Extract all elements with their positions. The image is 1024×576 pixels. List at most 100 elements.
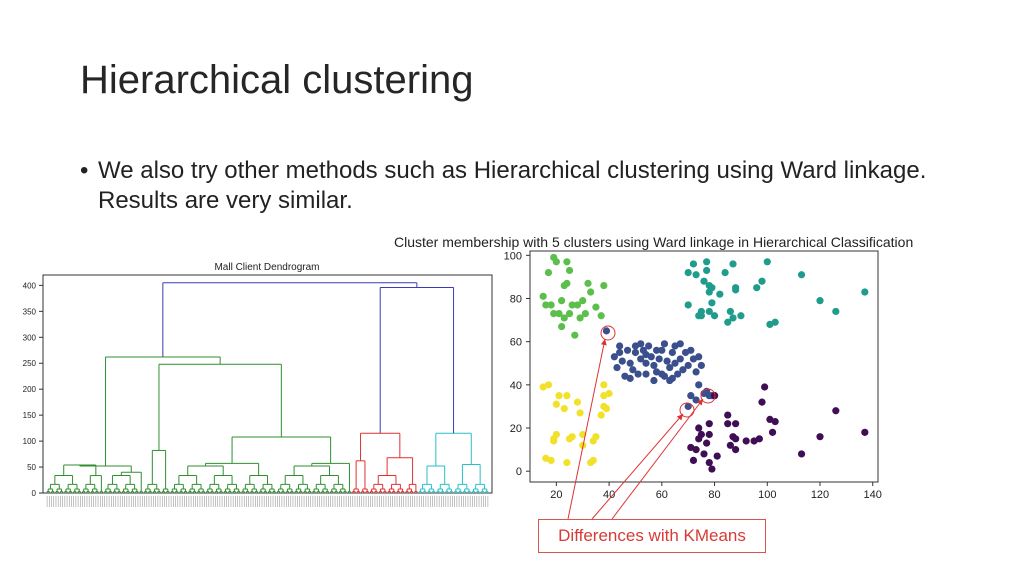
scatter-point [610,353,618,361]
scatter-point [642,370,650,378]
scatter-point [550,310,558,318]
scatter-point [750,437,758,445]
scatter-point [555,392,563,400]
y-tick-label: 300 [23,333,37,342]
scatter-point [587,288,595,296]
scatter-point [584,279,592,287]
scatter-point [861,288,869,296]
scatter-point [560,404,568,413]
scatter-point [724,411,732,419]
scatter-point [642,359,650,367]
scatter-point [663,357,671,365]
scatter-point [605,389,613,398]
dendrogram-title: Mall Client Dendrogram [214,262,319,273]
scatter-point [695,424,703,432]
scatter-point [642,351,650,359]
scatter-point [721,268,729,277]
scatter-point [687,346,695,354]
scatter-point [629,366,637,374]
scatter-point [713,452,721,460]
scatter-point [732,435,740,443]
scatter-point [547,456,555,465]
x-tick-label: 20 [550,489,562,501]
scatter-point [684,402,692,411]
scatter-point [710,312,719,320]
scatter-point [565,266,574,275]
scatter-point [552,258,560,266]
scatter-plot-area [529,250,879,483]
scatter-point [660,372,669,380]
scatter-point [797,271,806,279]
scatter-point [634,370,642,378]
scatter-point [565,310,574,318]
scatter-point [645,342,653,350]
scatter-point [679,366,687,374]
scatter-point [558,297,566,305]
y-tick-label: 0 [516,466,522,478]
scatter-point [573,398,582,406]
x-tick-label: 100 [758,489,776,501]
scatter-point [832,307,840,316]
scatter-point [816,297,824,305]
scatter-point [861,428,869,436]
scatter-point [761,383,769,391]
scatter-point [613,363,621,372]
scatter-point [768,428,777,436]
scatter-point [732,286,740,294]
scatter-chart: Cluster membership with 5 clusters using… [394,234,913,501]
scatter-point [832,407,840,415]
arrow-line [591,413,684,520]
scatter-point [600,381,608,389]
scatter-title: Cluster membership with 5 clusters using… [394,234,913,250]
scatter-point [655,355,663,363]
callout-box: Differences with KMeans [538,519,766,553]
y-tick-label: 0 [32,489,37,498]
scatter-point [732,420,740,428]
y-tick-label: 200 [23,385,37,394]
scatter-point [650,376,658,385]
scatter-point [626,374,634,382]
scatter-point [623,346,632,354]
scatter-point [705,430,713,439]
arrow-line [611,398,704,520]
scatter-point [705,307,713,316]
scatter-point [797,450,806,458]
highlight-circle [700,388,716,404]
y-tick-label: 350 [23,307,37,316]
scatter-point [816,433,824,441]
scatter-point [703,266,711,275]
scatter-point [697,361,705,370]
scatter-point [716,290,724,298]
scatter-point [592,433,600,441]
scatter-point [616,348,624,357]
scatter-point [697,430,705,439]
x-tick-label: 120 [811,489,829,501]
scatter-point [600,281,608,290]
x-tick-label: 60 [656,489,668,501]
scatter-point [600,402,608,411]
scatter-point [597,312,605,320]
x-tick-label: 140 [864,489,882,501]
scatter-point [573,301,582,309]
scatter-point [771,318,779,326]
scatter-point [576,314,584,322]
scatter-point [552,400,560,408]
scatter-point [563,392,571,400]
y-tick-label: 150 [23,411,37,420]
scatter-point [552,430,560,439]
scatter-point [684,301,692,309]
scatter-point [544,268,553,277]
scatter-point [597,411,605,419]
y-tick-label: 40 [510,380,522,392]
scatter-point [684,361,692,370]
y-tick-label: 100 [23,437,37,446]
scatter-point [668,348,676,357]
scatter-point [692,446,700,454]
scatter-point [771,417,779,426]
scatter-point [676,340,684,348]
scatter-point [563,279,571,287]
scatter-point [547,301,555,309]
scatter-point [571,331,579,339]
scatter-point [700,277,708,285]
scatter-point [684,268,692,277]
